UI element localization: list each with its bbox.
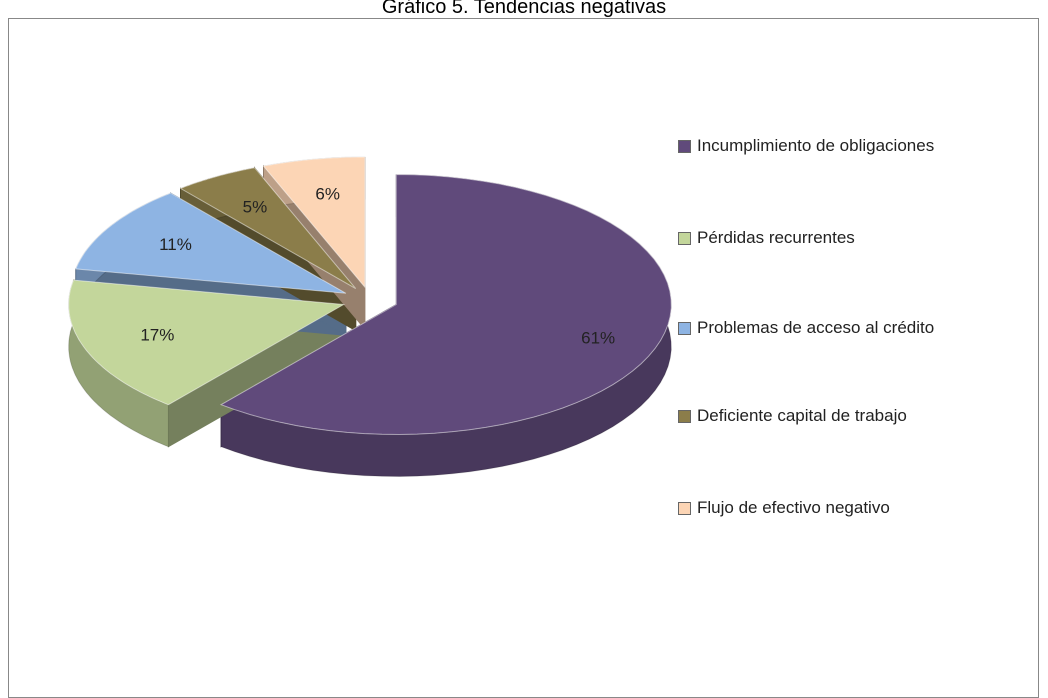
- legend-item: Deficiente capital de trabajo: [678, 402, 1008, 429]
- pie-tops: [68, 156, 672, 436]
- legend-label: Incumplimiento de obligaciones: [697, 136, 935, 155]
- data-label: 61%: [581, 328, 615, 347]
- legend-label: Problemas de acceso al crédito: [697, 318, 935, 337]
- legend-label: Flujo de efectivo negativo: [697, 498, 890, 517]
- data-label: 6%: [315, 185, 340, 204]
- data-label: 17%: [140, 326, 174, 345]
- legend-item: Incumplimiento de obligaciones: [678, 132, 1008, 159]
- legend-item: Flujo de efectivo negativo: [678, 494, 1008, 521]
- slice: [219, 173, 672, 436]
- chart: 61% 17% 11% 5% 6%: [68, 156, 672, 478]
- slice: [262, 156, 366, 289]
- legend-swatch: [678, 232, 691, 245]
- legend-swatch: [678, 502, 691, 515]
- legend-label: Deficiente capital de trabajo: [697, 406, 907, 425]
- chart-title: Gráfico 5. Tendencias negativas: [381, 0, 667, 18]
- data-label: 11%: [159, 235, 192, 254]
- legend-swatch: [678, 322, 691, 335]
- legend-label: Pérdidas recurrentes: [697, 228, 855, 247]
- slice: [68, 279, 346, 406]
- data-label: 5%: [243, 198, 268, 217]
- legend-swatch: [678, 140, 691, 153]
- page: Gráfico 5. Tendencias negativas 61% 17% 11…: [8, 0, 1039, 698]
- legend-item: Pérdidas recurrentes: [678, 224, 1008, 251]
- slice: [179, 167, 357, 290]
- legend-item: Problemas de acceso al crédito: [678, 314, 1008, 341]
- slice: [75, 192, 347, 294]
- legend-swatch: [678, 410, 691, 423]
